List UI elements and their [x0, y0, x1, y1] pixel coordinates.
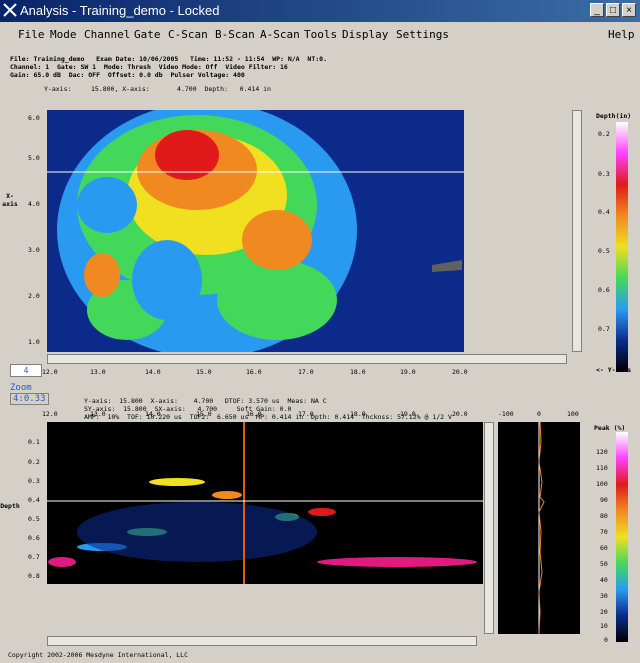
bscan-y-tick: 0.1 — [28, 438, 40, 446]
bscan-y-tick: 0.2 — [28, 458, 40, 466]
title-bar: Analysis - Training_demo - Locked _ □ × — [0, 0, 640, 22]
bscan-x-tick: 17.0 — [298, 410, 314, 418]
menu-ascan[interactable]: A-Scan — [260, 28, 300, 41]
cscan-vscroll[interactable] — [572, 110, 582, 352]
peak-tick: 40 — [600, 576, 608, 584]
menu-help[interactable]: Help — [608, 28, 635, 41]
depth-colorbar — [616, 122, 628, 372]
cscan-x-tick: 20.0 — [452, 368, 468, 376]
depth-tick: 0.4 — [598, 208, 610, 216]
cscan-x-tick: 17.0 — [298, 368, 314, 376]
peak-tick: 0 — [604, 636, 608, 644]
maximize-button[interactable]: □ — [606, 3, 620, 17]
menu-gate[interactable]: Gate — [134, 28, 161, 41]
bscan-vscroll[interactable] — [484, 422, 494, 634]
depth-colorbar-foot: <- Y-axis — [596, 366, 632, 374]
app-icon — [3, 3, 17, 17]
bscan-y-tick: 0.8 — [28, 572, 40, 580]
zoom-label: Zoom — [10, 383, 32, 393]
ascan-plot[interactable] — [498, 421, 580, 635]
peak-tick: 30 — [600, 592, 608, 600]
cscan-x-tick: 18.0 — [350, 368, 366, 376]
bscan-x-tick: 18.0 — [350, 410, 366, 418]
ascan-x-tick: -100 — [498, 410, 514, 418]
bscan-y-label: Depth — [0, 502, 20, 510]
menu-file[interactable]: File — [18, 28, 45, 41]
peak-tick: 60 — [600, 544, 608, 552]
peak-tick: 100 — [596, 480, 608, 488]
menu-bscan[interactable]: B-Scan — [215, 28, 255, 41]
peak-tick: 90 — [600, 496, 608, 504]
menu-channel[interactable]: Channel — [84, 28, 131, 41]
menu-mode[interactable]: Mode — [50, 28, 77, 41]
page-number-box[interactable]: 4 — [10, 364, 42, 377]
peak-tick: 10 — [600, 622, 608, 630]
ascan-trace — [538, 421, 545, 635]
cscan-y-label: X-axis — [2, 192, 18, 208]
cscan-y-tick: 4.0 — [28, 200, 40, 208]
bscan-y-tick: 0.4 — [28, 496, 40, 504]
cscan-y-tick: 1.0 — [28, 338, 40, 346]
peak-tick: 70 — [600, 528, 608, 536]
depth-tick: 0.6 — [598, 286, 610, 294]
cscan-x-tick: 16.0 — [246, 368, 262, 376]
bscan-image[interactable] — [47, 422, 483, 584]
cscan-hscroll[interactable] — [47, 354, 567, 364]
bscan-x-tick: 20.0 — [452, 410, 468, 418]
depth-tick: 0.3 — [598, 170, 610, 178]
peak-tick: 120 — [596, 448, 608, 456]
peak-tick: 50 — [600, 560, 608, 568]
ascan-x-tick: 100 — [567, 410, 579, 418]
bscan-x-tick: 16.0 — [246, 410, 262, 418]
bscan-hscroll[interactable] — [47, 636, 477, 646]
bscan-y-tick: 0.5 — [28, 515, 40, 523]
cscan-x-tick: 12.0 — [42, 368, 58, 376]
ascan-x-tick: 0 — [537, 410, 541, 418]
menu-bar: File Mode Channel Gate C-Scan B-Scan A-S… — [0, 24, 640, 44]
cscan-x-tick: 19.0 — [400, 368, 416, 376]
peak-colorbar — [616, 432, 628, 642]
copyright-footer: Copyright 2002-2006 Mesdyne Internationa… — [8, 651, 189, 659]
bscan-y-tick: 0.6 — [28, 534, 40, 542]
bscan-x-tick: 15.0 — [196, 410, 212, 418]
depth-tick: 0.7 — [598, 325, 610, 333]
cscan-x-tick: 14.0 — [145, 368, 161, 376]
bscan-x-tick: 12.0 — [42, 410, 58, 418]
cursor-readout: Y-axis: 15.800, X-axis: 4.700 Depth: 0.4… — [44, 85, 271, 93]
bscan-x-tick: 14.0 — [145, 410, 161, 418]
cscan-y-tick: 2.0 — [28, 292, 40, 300]
file-info: File: Training_demo Exam Date: 10/06/200… — [10, 55, 327, 79]
peak-tick: 20 — [600, 608, 608, 616]
cscan-y-tick: 5.0 — [28, 154, 40, 162]
minimize-button[interactable]: _ — [590, 3, 604, 17]
menu-cscan[interactable]: C-Scan — [168, 28, 208, 41]
cscan-x-tick: 15.0 — [196, 368, 212, 376]
zoom-control[interactable]: Zoom 4:0.33 — [10, 383, 49, 405]
close-button[interactable]: × — [622, 3, 636, 17]
bscan-y-tick: 0.7 — [28, 553, 40, 561]
cscan-x-tick: 13.0 — [90, 368, 106, 376]
bscan-readout: Y-axis: 15.800 X-axis: 4.700 DTOF: 3.570… — [84, 397, 452, 421]
cscan-y-tick: 6.0 — [28, 114, 40, 122]
peak-colorbar-title: Peak (%) — [594, 424, 626, 432]
depth-tick: 0.5 — [598, 247, 610, 255]
zoom-value[interactable]: 4:0.33 — [10, 393, 49, 405]
window-title: Analysis - Training_demo - Locked — [20, 3, 220, 18]
cscan-y-tick: 3.0 — [28, 246, 40, 254]
cscan-image[interactable] — [47, 102, 464, 358]
bscan-x-tick: 19.0 — [400, 410, 416, 418]
menu-tools[interactable]: Tools — [304, 28, 338, 41]
menu-display[interactable]: Display — [342, 28, 389, 41]
depth-tick: 0.2 — [598, 130, 610, 138]
peak-tick: 80 — [600, 512, 608, 520]
bscan-y-tick: 0.3 — [28, 477, 40, 485]
bscan-plot — [47, 422, 483, 584]
bscan-x-tick: 13.0 — [90, 410, 106, 418]
peak-tick: 110 — [596, 464, 608, 472]
depth-colorbar-title: Depth(in) — [596, 112, 632, 120]
menu-settings[interactable]: Settings — [396, 28, 449, 41]
cscan-heatmap — [47, 102, 464, 358]
